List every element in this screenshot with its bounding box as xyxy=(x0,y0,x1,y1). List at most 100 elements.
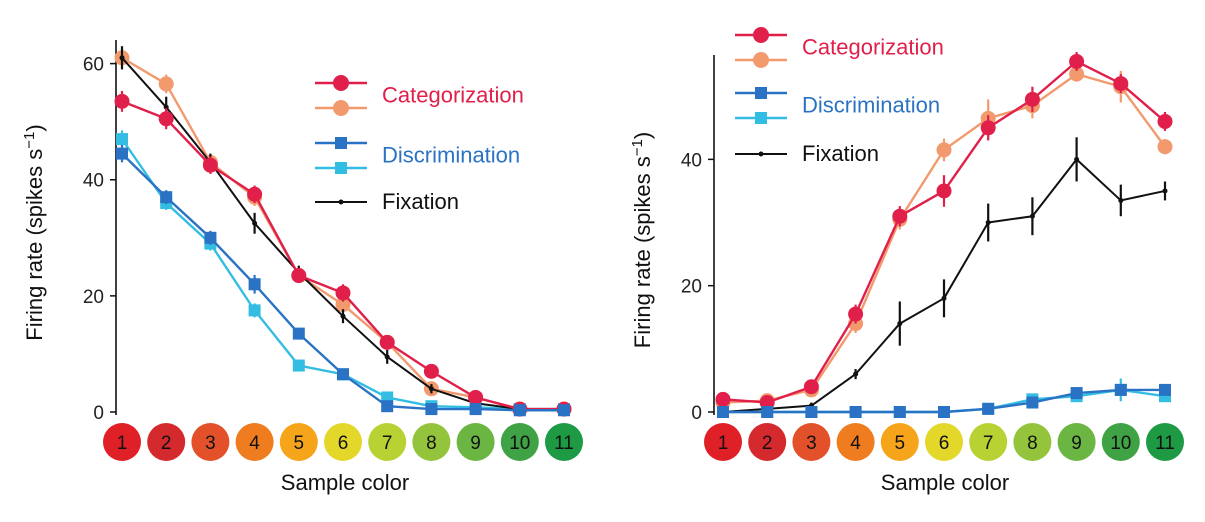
series-line-categorization-0 xyxy=(722,60,1166,404)
sample-color-label: 1 xyxy=(718,433,729,454)
sample-color-label: 2 xyxy=(161,433,172,454)
sample-color-label: 7 xyxy=(382,433,393,454)
data-point-circle xyxy=(468,389,484,405)
sample-color-label: 11 xyxy=(554,433,574,454)
sample-color-swatch xyxy=(545,423,583,461)
sample-color-swatch xyxy=(279,423,318,461)
y-tick-label: 40 xyxy=(83,171,104,192)
sample-color-label: 3 xyxy=(205,433,216,454)
legend-marker-square xyxy=(755,87,767,99)
sample-color-swatch xyxy=(792,423,831,461)
data-point-circle xyxy=(1024,91,1040,107)
data-point-circle xyxy=(936,142,952,158)
legend-label: Fixation xyxy=(382,189,459,214)
sample-color-label: 10 xyxy=(509,433,530,454)
data-point-dot xyxy=(1118,197,1124,203)
data-point-dot xyxy=(340,313,346,319)
sample-color-label: 8 xyxy=(426,433,437,454)
sample-color-label: 6 xyxy=(338,433,349,454)
data-point-square xyxy=(116,147,128,160)
data-point-square xyxy=(248,278,261,291)
data-point-circle xyxy=(114,93,130,109)
data-point-circle xyxy=(936,183,952,199)
legend-marker-square xyxy=(335,137,347,149)
sample-color-swatch xyxy=(1101,423,1140,461)
data-point-dot xyxy=(985,220,991,226)
sample-color-label: 4 xyxy=(850,433,861,454)
data-point-square xyxy=(849,406,862,418)
data-point-circle xyxy=(1157,113,1173,129)
sample-color-swatch xyxy=(704,423,742,461)
sample-color-swatch xyxy=(925,423,963,461)
sample-color-label: 1 xyxy=(117,433,128,454)
data-point-circle xyxy=(715,391,731,407)
data-point-dot xyxy=(428,386,434,392)
data-point-square xyxy=(1114,383,1127,396)
sample-color-label: 9 xyxy=(470,433,481,454)
data-point-square xyxy=(116,133,128,146)
data-point-square xyxy=(761,406,774,418)
legend-label: Discrimination xyxy=(802,93,940,118)
sample-color-swatch xyxy=(880,423,919,461)
legend-marker-circle xyxy=(753,27,769,43)
data-point-circle xyxy=(803,379,819,395)
legend-marker-circle xyxy=(333,75,349,91)
data-point-circle xyxy=(848,306,864,322)
y-axis-label: Firing rate (spikes s−1) xyxy=(629,132,655,348)
y-tick-label: 40 xyxy=(681,150,702,171)
data-point-circle xyxy=(980,120,996,136)
data-point-square xyxy=(717,406,729,418)
data-point-circle xyxy=(291,268,307,284)
sample-color-swatch xyxy=(500,423,539,461)
sample-color-swatch xyxy=(235,423,274,461)
data-point-circle xyxy=(335,285,351,301)
data-point-square xyxy=(337,368,349,381)
sample-color-swatch xyxy=(103,423,141,461)
y-tick-label: 20 xyxy=(681,277,702,298)
data-point-square xyxy=(982,402,995,415)
legend-label: Fixation xyxy=(802,141,879,166)
legend-marker-dot xyxy=(338,199,344,205)
legend-marker-circle xyxy=(333,100,349,116)
sample-color-label: 9 xyxy=(1071,433,1082,454)
data-point-circle xyxy=(335,297,351,313)
data-point-square xyxy=(805,406,818,418)
y-axis-label-main: Firing rate (spikes s xyxy=(22,149,47,341)
sample-color-label: 11 xyxy=(1155,433,1175,454)
data-point-square xyxy=(204,231,217,244)
sample-color-swatch xyxy=(748,423,787,461)
sample-color-label: 3 xyxy=(806,433,817,454)
sample-color-swatch xyxy=(147,423,186,461)
data-point-square xyxy=(893,406,906,418)
data-point-square xyxy=(1070,387,1083,400)
series-line-categorization-1 xyxy=(722,72,1166,404)
data-point-dot xyxy=(163,104,169,110)
y-axis-label-superscript: −1 xyxy=(21,132,38,149)
data-point-dot xyxy=(1029,213,1035,219)
data-point-circle xyxy=(1157,139,1173,155)
sample-color-label: 7 xyxy=(983,433,994,454)
sample-color-swatch xyxy=(456,423,495,461)
data-point-circle xyxy=(1069,66,1085,82)
sample-color-swatch xyxy=(1146,423,1184,461)
sample-color-swatch xyxy=(324,423,362,461)
data-point-circle xyxy=(202,157,218,173)
right-chart: 0 20 40 Firing rate (spikes s−1) 1 2 3 4 5 6 7 8 9 10… xyxy=(629,27,1184,495)
y-axis-label-main: Firing rate (spikes s xyxy=(630,156,655,348)
data-point-square xyxy=(938,406,950,418)
left-chart: 0 20 40 60 Firing rate (spikes s−1) 1 2 3 4 5 6 7 8 9… xyxy=(21,40,583,495)
data-point-circle xyxy=(423,363,439,379)
sample-color-swatch xyxy=(1013,423,1052,461)
data-point-circle xyxy=(158,111,174,127)
data-point-dot xyxy=(119,55,125,61)
data-point-square xyxy=(513,404,526,417)
data-point-square xyxy=(425,403,438,416)
data-point-square xyxy=(469,403,482,416)
data-point-circle xyxy=(158,76,174,92)
data-point-circle xyxy=(379,334,395,350)
y-tick-label: 0 xyxy=(93,403,104,424)
legend-marker-square xyxy=(335,162,347,174)
sample-color-swatch xyxy=(191,423,230,461)
legend-marker-dot xyxy=(758,151,764,157)
data-point-square xyxy=(160,191,173,204)
